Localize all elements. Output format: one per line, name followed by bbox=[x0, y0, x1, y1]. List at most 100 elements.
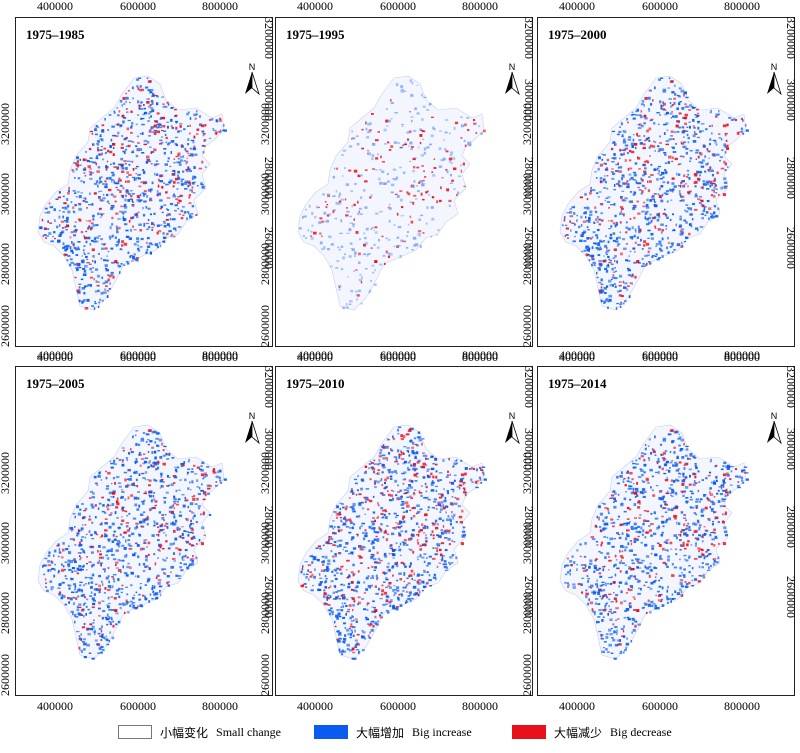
y-tick-left: 2600000 bbox=[258, 305, 272, 347]
x-tick-bottom: 400000 bbox=[37, 699, 73, 713]
province-outline bbox=[559, 424, 747, 660]
y-tick-right: 3200000 bbox=[522, 366, 536, 408]
legend-en-big-increase: Big increase bbox=[412, 724, 472, 739]
y-tick-left: 3000000 bbox=[0, 522, 12, 564]
north-arrow-icon: N bbox=[245, 411, 260, 445]
x-tick-bottom: 800000 bbox=[724, 699, 760, 713]
north-label: N bbox=[249, 411, 256, 421]
map-frame: 1975–2000 N bbox=[537, 17, 795, 347]
legend-zh-big-decrease: 大幅减少 bbox=[554, 725, 603, 740]
x-tick-bottom: 800000 bbox=[202, 350, 238, 364]
north-label: N bbox=[509, 62, 516, 72]
north-label: N bbox=[771, 62, 778, 72]
change-pixels bbox=[39, 77, 227, 310]
x-tick-top: 600000 bbox=[642, 0, 678, 13]
x-tick-top: 400000 bbox=[37, 0, 73, 13]
legend-swatch-big-increase bbox=[314, 725, 348, 739]
change-map bbox=[559, 424, 749, 660]
x-tick-top: 400000 bbox=[37, 348, 73, 362]
change-pixels bbox=[42, 429, 227, 660]
y-tick-left: 3200000 bbox=[258, 103, 272, 145]
map-panel: 1975–2005 N 400000 400000 600000 600000 800000… bbox=[0, 348, 276, 713]
x-tick-bottom: 600000 bbox=[380, 350, 416, 364]
map-panel: 1975–2010 N 400000 400000 600000 600000 800000… bbox=[258, 348, 536, 713]
map-panel: 1975–1985 N 400000 400000 600000 600000 800000… bbox=[0, 0, 276, 364]
map-panel: 1975–1995 N 400000 400000 600000 600000 800000… bbox=[258, 0, 536, 364]
y-tick-left: 3000000 bbox=[258, 173, 272, 215]
y-tick-left: 3200000 bbox=[0, 452, 12, 494]
y-tick-left: 2600000 bbox=[258, 654, 272, 696]
map-frame: 1975–1985 N bbox=[15, 17, 273, 347]
province-outline bbox=[37, 424, 225, 660]
x-tick-top: 800000 bbox=[724, 0, 760, 13]
x-tick-bottom: 800000 bbox=[202, 699, 238, 713]
x-tick-bottom: 800000 bbox=[724, 350, 760, 364]
y-tick-left: 3200000 bbox=[258, 452, 272, 494]
y-tick-right: 3200000 bbox=[262, 366, 276, 408]
x-tick-top: 800000 bbox=[202, 348, 238, 362]
y-tick-right: 2600000 bbox=[784, 227, 798, 269]
y-tick-left: 3200000 bbox=[520, 103, 534, 145]
change-pixels bbox=[564, 429, 749, 660]
map-frame: 1975–2005 N bbox=[15, 366, 273, 696]
y-tick-left: 2800000 bbox=[0, 592, 12, 634]
x-tick-top: 400000 bbox=[297, 348, 333, 362]
change-map bbox=[297, 75, 486, 311]
y-tick-left: 2600000 bbox=[0, 654, 12, 696]
y-tick-left: 2800000 bbox=[258, 243, 272, 285]
x-tick-bottom: 400000 bbox=[297, 350, 333, 364]
y-tick-right: 3200000 bbox=[522, 17, 536, 59]
legend-item-big-decrease: 大幅减少 Big decrease bbox=[512, 722, 672, 742]
y-tick-right: 3200000 bbox=[784, 366, 798, 408]
x-tick-bottom: 600000 bbox=[380, 699, 416, 713]
y-tick-left: 2800000 bbox=[520, 243, 534, 285]
y-tick-left: 2600000 bbox=[0, 305, 12, 347]
legend-item-big-increase: 大幅增加 Big increase bbox=[314, 722, 472, 742]
y-tick-left: 3000000 bbox=[520, 522, 534, 564]
north-arrow-icon: N bbox=[767, 411, 782, 445]
y-tick-left: 3200000 bbox=[520, 452, 534, 494]
y-tick-left: 3000000 bbox=[0, 173, 12, 215]
period-label: 1975–2005 bbox=[26, 376, 85, 391]
north-arrow-icon: N bbox=[505, 62, 520, 96]
y-tick-right: 3000000 bbox=[784, 79, 798, 121]
legend-en-small-change: Small change bbox=[216, 724, 281, 739]
x-tick-top: 600000 bbox=[642, 348, 678, 362]
x-tick-top: 800000 bbox=[202, 0, 238, 13]
change-pixels bbox=[300, 426, 487, 660]
x-tick-bottom: 600000 bbox=[642, 699, 678, 713]
legend-item-small-change: 小幅变化 Small change bbox=[118, 722, 281, 742]
x-tick-top: 400000 bbox=[559, 0, 595, 13]
period-label: 1975–1995 bbox=[286, 27, 345, 42]
y-tick-left: 2800000 bbox=[258, 592, 272, 634]
y-tick-left: 2600000 bbox=[520, 305, 534, 347]
x-tick-top: 600000 bbox=[120, 348, 156, 362]
x-tick-bottom: 400000 bbox=[559, 350, 595, 364]
y-tick-left: 2800000 bbox=[520, 592, 534, 634]
map-frame: 1975–2014 N bbox=[537, 366, 795, 696]
legend-swatch-small-change bbox=[118, 725, 152, 739]
y-tick-left: 2600000 bbox=[520, 654, 534, 696]
legend-swatch-big-decrease bbox=[512, 725, 546, 739]
x-tick-bottom: 600000 bbox=[120, 699, 156, 713]
x-tick-bottom: 400000 bbox=[297, 699, 333, 713]
change-map bbox=[297, 424, 487, 660]
legend-zh-big-increase: 大幅增加 bbox=[356, 725, 405, 740]
legend-zh-small-change: 小幅变化 bbox=[160, 725, 209, 740]
north-label: N bbox=[771, 411, 778, 421]
y-tick-left: 3000000 bbox=[258, 522, 272, 564]
x-tick-top: 800000 bbox=[462, 348, 498, 362]
north-label: N bbox=[509, 411, 516, 421]
change-map bbox=[559, 75, 749, 311]
north-arrow-icon: N bbox=[767, 62, 782, 96]
x-tick-top: 400000 bbox=[297, 0, 333, 13]
x-tick-top: 600000 bbox=[380, 348, 416, 362]
x-tick-bottom: 800000 bbox=[462, 699, 498, 713]
change-map bbox=[37, 424, 227, 660]
north-label: N bbox=[249, 62, 256, 72]
period-label: 1975–2010 bbox=[286, 376, 345, 391]
map-frame: 1975–1995 N bbox=[275, 17, 533, 347]
y-tick-left: 3200000 bbox=[0, 103, 12, 145]
change-map bbox=[37, 75, 227, 311]
x-tick-top: 800000 bbox=[462, 0, 498, 13]
